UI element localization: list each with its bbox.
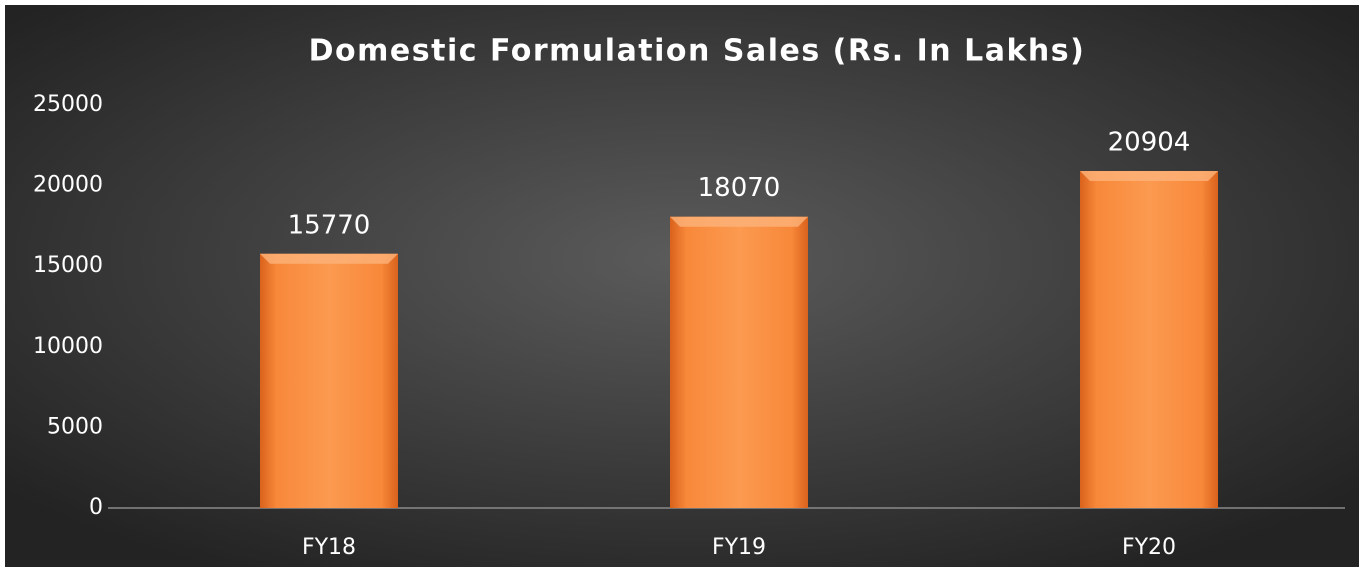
bar-bevel (1080, 171, 1218, 182)
bar-bevel (260, 253, 398, 264)
x-tick-label: FY18 (302, 535, 356, 560)
y-tick-label: 20000 (33, 173, 103, 198)
y-tick-label: 5000 (47, 414, 103, 439)
chart-title: Domestic Formulation Sales (Rs. In Lakhs… (309, 34, 1086, 69)
y-tick-label: 10000 (33, 334, 103, 359)
x-tick-label: FY19 (712, 535, 766, 560)
y-tick-label: 15000 (33, 253, 103, 278)
value-label: 20904 (1108, 128, 1191, 158)
bar (1080, 171, 1218, 508)
bar-bevel (670, 216, 808, 227)
value-label: 18070 (698, 173, 781, 203)
bar (260, 253, 398, 508)
bar (670, 216, 808, 508)
value-label: 15770 (288, 210, 371, 240)
y-tick-label: 25000 (33, 92, 103, 117)
y-tick-label: 0 (89, 495, 103, 520)
x-tick-label: FY20 (1122, 535, 1176, 560)
